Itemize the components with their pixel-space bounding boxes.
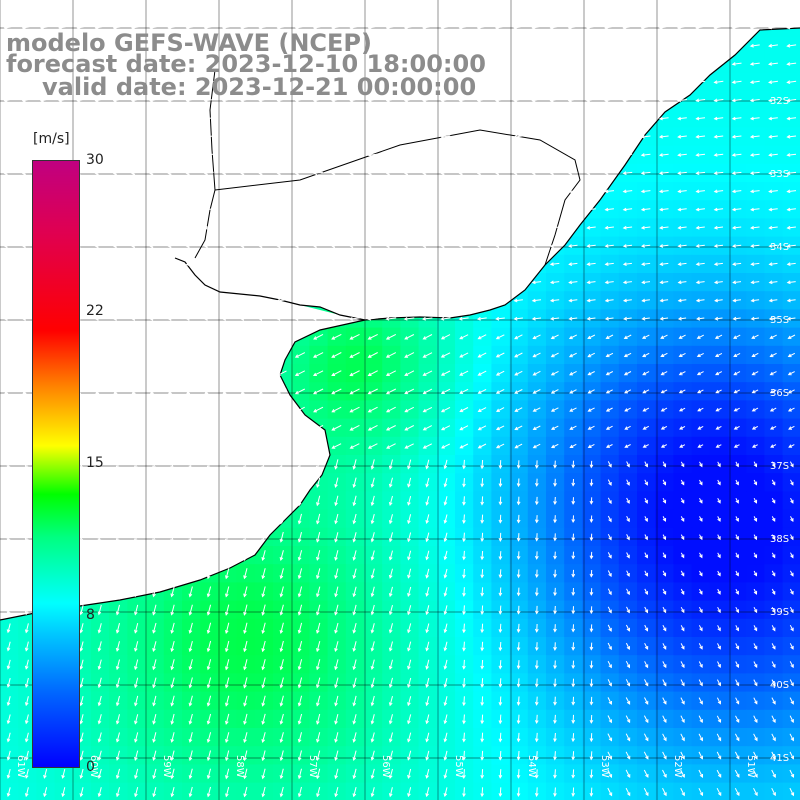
longitude-label: 52W bbox=[672, 755, 683, 778]
longitude-label: 61W bbox=[15, 755, 26, 778]
longitude-label: 55W bbox=[453, 755, 464, 778]
longitude-label: 58W bbox=[234, 755, 245, 778]
latitude-label: 37S bbox=[770, 461, 789, 472]
latitude-label: 35S bbox=[770, 315, 789, 326]
latitude-label: 32S bbox=[770, 96, 789, 107]
longitude-label: 57W bbox=[307, 755, 318, 778]
colorbar-tick: 8 bbox=[86, 607, 95, 623]
longitude-label: 51W bbox=[745, 755, 756, 778]
colorbar-tick: 22 bbox=[86, 303, 104, 319]
colorbar-unit: [m/s] bbox=[33, 131, 70, 147]
longitude-label: 56W bbox=[380, 755, 391, 778]
colorbar-tick: 15 bbox=[86, 455, 104, 471]
colorbar-tick: 30 bbox=[86, 152, 104, 168]
latitude-label: 39S bbox=[770, 607, 789, 618]
longitude-label: 54W bbox=[526, 755, 537, 778]
longitude-label: 59W bbox=[161, 755, 172, 778]
colorbar-tick: 0 bbox=[86, 759, 95, 775]
colorbar bbox=[32, 160, 80, 768]
latitude-label: 41S bbox=[770, 753, 789, 764]
latitude-label: 38S bbox=[770, 534, 789, 545]
longitude-label: 53W bbox=[599, 755, 610, 778]
latitude-label: 34S bbox=[770, 242, 789, 253]
latitude-label: 36S bbox=[770, 388, 789, 399]
latitude-label: 33S bbox=[770, 169, 789, 180]
valid-date: valid date: 2023-12-21 00:00:00 bbox=[42, 73, 477, 101]
latitude-label: 40S bbox=[770, 680, 789, 691]
